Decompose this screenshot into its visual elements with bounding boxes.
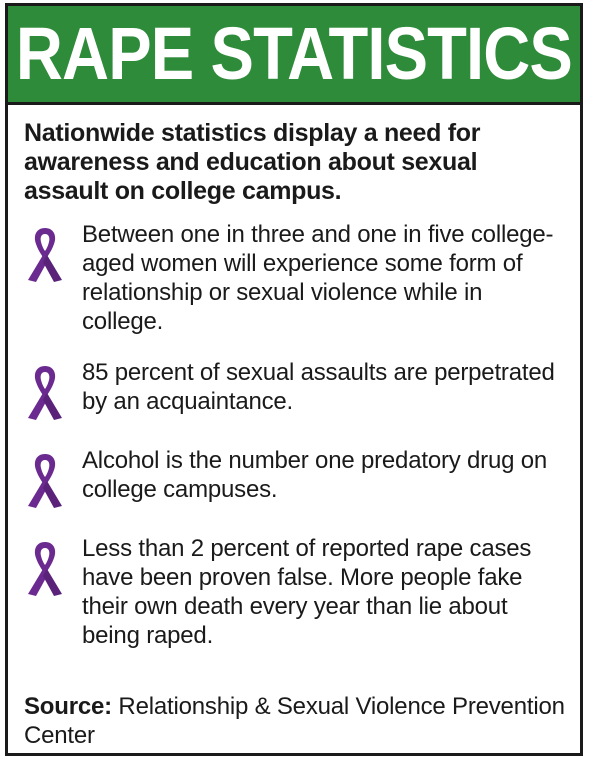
fact-text: Less than 2 percent of reported rape cas… [82, 535, 532, 649]
facts-list: Between one in three and one in five col… [8, 220, 580, 650]
page-title: RAPE STATISTICS [15, 12, 573, 95]
list-item: Alcohol is the number one predatory drug… [22, 446, 568, 512]
awareness-ribbon-icon [22, 362, 72, 424]
source-label: Source: [24, 693, 112, 720]
awareness-ribbon-icon [22, 224, 72, 286]
intro-text: Nationwide statistics display a need for… [24, 119, 481, 205]
infographic-card: RAPE STATISTICS Nationwide statistics di… [5, 3, 583, 756]
fact-text: 85 percent of sexual assaults are perpet… [82, 359, 555, 415]
list-item: 85 percent of sexual assaults are perpet… [22, 358, 568, 424]
source-text: Relationship & Sexual Violence Preventio… [24, 693, 565, 749]
list-item: Between one in three and one in five col… [22, 220, 568, 336]
source-citation: Source: Relationship & Sexual Violence P… [24, 692, 568, 750]
awareness-ribbon-icon [22, 538, 72, 600]
title-banner: RAPE STATISTICS [8, 6, 580, 105]
fact-text: Alcohol is the number one predatory drug… [82, 447, 548, 503]
awareness-ribbon-icon [22, 450, 72, 512]
fact-text: Between one in three and one in five col… [82, 221, 554, 335]
list-item: Less than 2 percent of reported rape cas… [22, 534, 568, 650]
